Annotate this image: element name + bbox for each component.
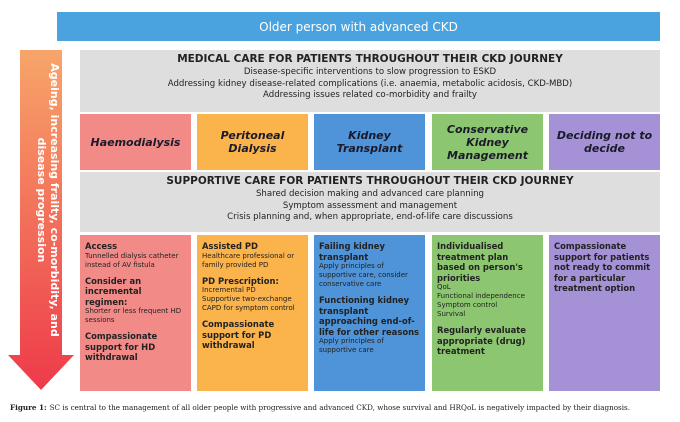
option-box: Peritoneal Dialysis [197, 114, 308, 170]
section-line: Shared decision making and advanced care… [255, 189, 485, 199]
detail-column: Compassionate support for patients not r… [549, 235, 660, 391]
block-line: Healthcare professional or family provid… [202, 251, 295, 269]
option-box: Kidney Transplant [314, 114, 425, 170]
section-line: Disease-specific interventions to slow p… [243, 67, 497, 77]
block-line: Survival [437, 310, 466, 318]
caption: Figure 1: SC is central to the management… [10, 403, 680, 417]
block-heading: Compassionate support for patients not r… [554, 241, 651, 293]
detail-column: Assisted PD Healthcare professional or fa… [197, 235, 308, 391]
caption-label: Figure 1: [10, 403, 47, 412]
block-heading: Individualised treatment plan based on p… [437, 241, 523, 283]
arrow-label: Ageing, increasing frailty, co-morbidity… [35, 63, 61, 337]
section-title: MEDICAL CARE FOR PATIENTS THROUGHOUT THE… [177, 53, 563, 65]
section-title: SUPPORTIVE CARE FOR PATIENTS THROUGHOUT … [166, 175, 574, 187]
section-line: Addressing kidney disease-related compli… [167, 78, 573, 89]
caption-text: SC is central to the management of all o… [49, 403, 631, 412]
block-heading: Consider an incremental regimen: [85, 275, 142, 307]
block-heading: Functioning kidney transplant approachin… [319, 295, 420, 337]
block-line: Incremental PD [202, 286, 256, 294]
block-line: Symptom control [437, 301, 498, 309]
block-heading: Compassionate support for PD withdrawal [202, 319, 275, 350]
block-heading: Assisted PD [202, 241, 258, 251]
header: Older person with advanced CKD [57, 12, 660, 41]
detail-column: Individualised treatment plan based on p… [432, 235, 543, 391]
detail-column: Failing kidney transplant Apply principle… [314, 235, 425, 391]
block-line: Apply principles of supportive care [319, 337, 384, 354]
block-heading: PD Prescription: [202, 275, 279, 286]
block-line: QoL [437, 283, 451, 291]
block-heading: Compassionate support for HD withdrawal [85, 331, 158, 362]
section-line: Addressing issues related co-morbidity a… [263, 90, 477, 100]
block-line: Tunnelled dialysis catheter instead of A… [85, 251, 179, 269]
arrow-shape [8, 50, 74, 390]
section-line: Symptom assessment and management [282, 200, 458, 211]
block-heading: Access [85, 241, 118, 251]
block-line: Supportive two-exchange CAPD for symptom… [202, 295, 295, 312]
block-line: Apply principles of supportive care, con… [319, 262, 408, 288]
option-box: Haemodialysis [80, 114, 191, 170]
detail-column: Access Tunnelled dialysis catheter instea… [80, 235, 191, 391]
block-line: Shorter or less frequent HD sessions [85, 307, 182, 324]
section-line: Crisis planning and, when appropriate, e… [227, 212, 513, 222]
block-line: Functional independence [437, 292, 525, 300]
option-box: Conservative Kidney Management [432, 114, 543, 170]
block-heading: Failing kidney transplant [319, 241, 385, 262]
block-heading: Regularly evaluate appropriate (drug) tr… [437, 325, 526, 356]
option-box: Deciding not to decide [549, 114, 660, 170]
medical-care-box: MEDICAL CARE FOR PATIENTS THROUGHOUT THE… [80, 50, 660, 112]
supportive-care-box: SUPPORTIVE CARE FOR PATIENTS THROUGHOUT … [80, 172, 660, 232]
side-arrow [8, 50, 74, 390]
